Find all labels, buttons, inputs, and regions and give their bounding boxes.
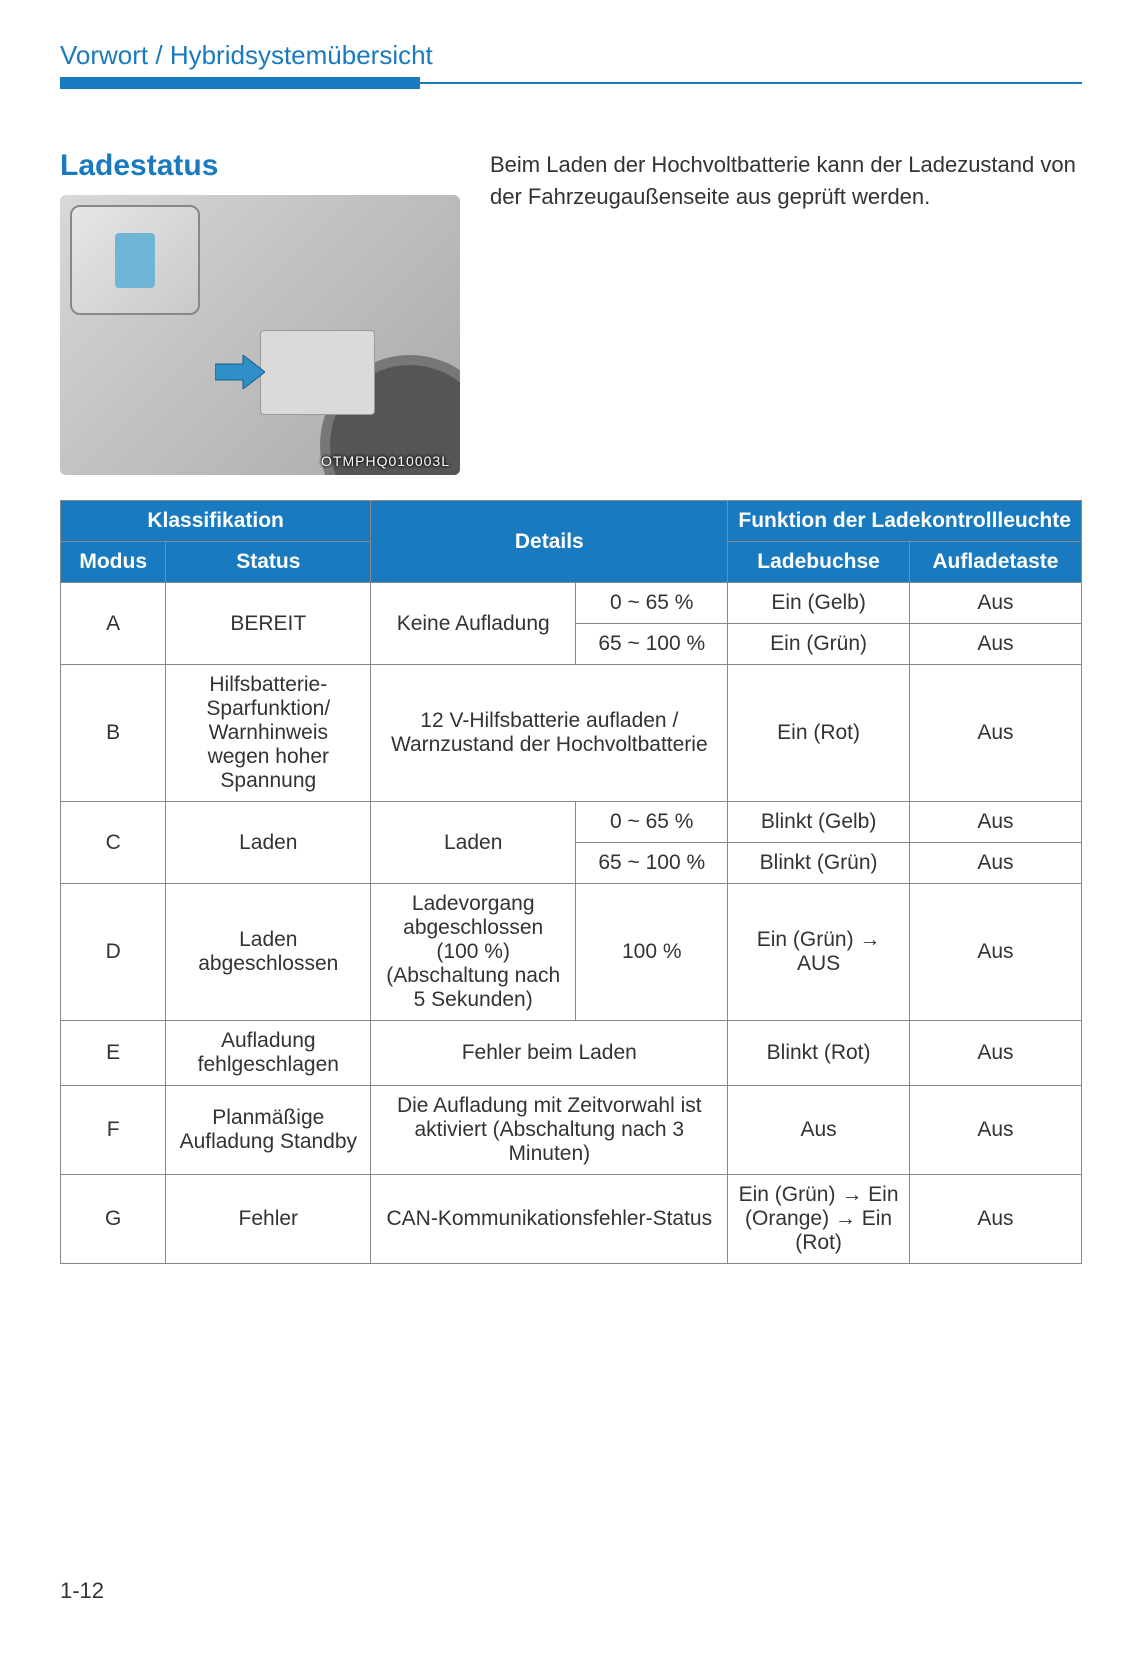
arrow-icon: [215, 355, 265, 394]
cell-ladebuchse: Aus: [728, 1086, 909, 1175]
cell-ladebuchse: Blinkt (Rot): [728, 1021, 909, 1086]
cell-modus: F: [61, 1086, 166, 1175]
th-klassifikation: Klassifikation: [61, 501, 371, 542]
illustration-caption: OTMPHQ010003L: [321, 453, 450, 469]
cell-details: Fehler beim Laden: [371, 1021, 728, 1086]
table-row: G Fehler CAN-Kommunikationsfehler-Status…: [61, 1175, 1082, 1264]
intro-text: Beim Laden der Hochvoltbatterie kann der…: [490, 149, 1082, 475]
table-row: E Aufladung fehlgeschlagen Fehler beim L…: [61, 1021, 1082, 1086]
cell-status: BEREIT: [166, 583, 371, 665]
th-aufladetaste: Aufladetaste: [909, 542, 1081, 583]
table-row: C Laden Laden 0 ~ 65 % Blinkt (Gelb) Aus: [61, 802, 1082, 843]
cell-ladebuchse: Ein (Gelb): [728, 583, 909, 624]
cell-aufladetaste: Aus: [909, 583, 1081, 624]
cell-ladebuchse: Ein (Grün) → AUS: [728, 884, 909, 1021]
page-number: 1-12: [60, 1578, 104, 1604]
cell-aufladetaste: Aus: [909, 1086, 1081, 1175]
cell-ladebuchse: Ein (Rot): [728, 665, 909, 802]
cell-modus: G: [61, 1175, 166, 1264]
cell-modus: A: [61, 583, 166, 665]
cell-aufladetaste: Aus: [909, 802, 1081, 843]
cell-status: Laden abgeschlossen: [166, 884, 371, 1021]
cell-modus: B: [61, 665, 166, 802]
section-title: Ladestatus: [60, 149, 460, 183]
cell-aufladetaste: Aus: [909, 1175, 1081, 1264]
cell-details: Keine Aufladung: [371, 583, 576, 665]
th-status: Status: [166, 542, 371, 583]
th-funktion: Funktion der Ladekontrollleuchte: [728, 501, 1082, 542]
th-details: Details: [371, 501, 728, 583]
charge-port-shape: [115, 233, 155, 288]
cell-status: Planmäßige Aufladung Standby: [166, 1086, 371, 1175]
cell-range: 100 %: [576, 884, 728, 1021]
table-row: D Laden abgeschlossen Ladevorgang abgesc…: [61, 884, 1082, 1021]
cell-modus: D: [61, 884, 166, 1021]
callout-box: [70, 205, 200, 315]
header-rule: [60, 77, 1082, 89]
header-rule-thin: [420, 82, 1082, 84]
cell-ladebuchse: Blinkt (Gelb): [728, 802, 909, 843]
header-rule-thick: [60, 77, 420, 89]
cell-ladebuchse: Ein (Grün): [728, 624, 909, 665]
th-ladebuchse: Ladebuchse: [728, 542, 909, 583]
charge-flap-shape: [260, 330, 375, 415]
cell-details: Laden: [371, 802, 576, 884]
main-row: Ladestatus OTMPHQ010003L Beim Laden der …: [60, 149, 1082, 475]
cell-status: Aufladung fehlgeschlagen: [166, 1021, 371, 1086]
charge-status-table: Klassifikation Details Funktion der Lade…: [60, 500, 1082, 1264]
cell-status: Fehler: [166, 1175, 371, 1264]
table-row: B Hilfsbatterie-Sparfunktion/ Warnhinwei…: [61, 665, 1082, 802]
cell-aufladetaste: Aus: [909, 843, 1081, 884]
cell-aufladetaste: Aus: [909, 665, 1081, 802]
cell-modus: C: [61, 802, 166, 884]
page-header: Vorwort / Hybridsystemübersicht: [60, 40, 1082, 89]
header-title: Vorwort / Hybridsystemübersicht: [60, 40, 1082, 77]
cell-status: Hilfsbatterie-Sparfunktion/ Warnhinweis …: [166, 665, 371, 802]
table-header-row-1: Klassifikation Details Funktion der Lade…: [61, 501, 1082, 542]
cell-aufladetaste: Aus: [909, 1021, 1081, 1086]
table-row: F Planmäßige Aufladung Standby Die Aufla…: [61, 1086, 1082, 1175]
cell-range: 0 ~ 65 %: [576, 583, 728, 624]
cell-modus: E: [61, 1021, 166, 1086]
cell-aufladetaste: Aus: [909, 884, 1081, 1021]
cell-range: 65 ~ 100 %: [576, 843, 728, 884]
cell-range: 0 ~ 65 %: [576, 802, 728, 843]
cell-details: Ladevorgang abgeschlossen (100 %) (Absch…: [371, 884, 576, 1021]
cell-aufladetaste: Aus: [909, 624, 1081, 665]
cell-details: CAN-Kommunikationsfehler-Status: [371, 1175, 728, 1264]
cell-ladebuchse: Blinkt (Grün): [728, 843, 909, 884]
page: Vorwort / Hybridsystemübersicht Ladestat…: [0, 0, 1142, 1304]
cell-details: 12 V-Hilfsbatterie aufladen / Warnzustan…: [371, 665, 728, 802]
cell-ladebuchse: Ein (Grün) → Ein (Orange) → Ein (Rot): [728, 1175, 909, 1264]
cell-range: 65 ~ 100 %: [576, 624, 728, 665]
cell-status: Laden: [166, 802, 371, 884]
left-column: Ladestatus OTMPHQ010003L: [60, 149, 460, 475]
th-modus: Modus: [61, 542, 166, 583]
cell-details: Die Aufladung mit Zeitvorwahl ist aktivi…: [371, 1086, 728, 1175]
vehicle-illustration: OTMPHQ010003L: [60, 195, 460, 475]
table-row: A BEREIT Keine Aufladung 0 ~ 65 % Ein (G…: [61, 583, 1082, 624]
